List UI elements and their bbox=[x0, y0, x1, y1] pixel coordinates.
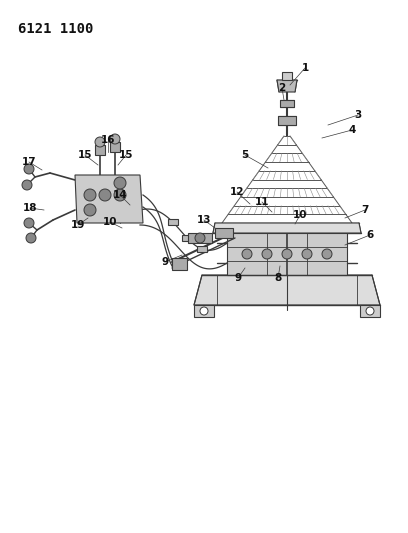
Text: 11: 11 bbox=[255, 197, 269, 207]
Circle shape bbox=[22, 180, 32, 190]
Bar bbox=[360, 305, 380, 317]
Polygon shape bbox=[213, 223, 361, 233]
Text: 4: 4 bbox=[348, 125, 356, 135]
Text: 10: 10 bbox=[103, 217, 117, 227]
Text: 8: 8 bbox=[274, 273, 282, 283]
Circle shape bbox=[302, 249, 312, 259]
Bar bbox=[215, 228, 233, 238]
Bar bbox=[168, 219, 178, 225]
Circle shape bbox=[84, 189, 96, 201]
Text: 16: 16 bbox=[101, 135, 115, 145]
Circle shape bbox=[95, 137, 105, 147]
Polygon shape bbox=[277, 80, 297, 92]
Circle shape bbox=[200, 307, 208, 315]
Circle shape bbox=[282, 249, 292, 259]
Text: 15: 15 bbox=[78, 150, 92, 160]
Circle shape bbox=[114, 177, 126, 189]
Bar bbox=[172, 258, 187, 270]
Circle shape bbox=[195, 233, 205, 243]
Circle shape bbox=[99, 189, 111, 201]
Text: 9: 9 bbox=[162, 257, 169, 267]
Bar bbox=[197, 246, 207, 252]
Polygon shape bbox=[75, 175, 143, 223]
Circle shape bbox=[242, 249, 252, 259]
Text: 15: 15 bbox=[119, 150, 133, 160]
Text: 3: 3 bbox=[355, 110, 361, 120]
Circle shape bbox=[110, 134, 120, 144]
Circle shape bbox=[24, 164, 34, 174]
Text: 2: 2 bbox=[278, 83, 286, 93]
Circle shape bbox=[366, 307, 374, 315]
Text: 13: 13 bbox=[197, 215, 211, 225]
Circle shape bbox=[262, 249, 272, 259]
Circle shape bbox=[322, 249, 332, 259]
Bar bbox=[227, 233, 347, 275]
Text: 5: 5 bbox=[242, 150, 248, 160]
Bar bbox=[110, 142, 120, 152]
Text: 10: 10 bbox=[293, 210, 307, 220]
Text: 7: 7 bbox=[361, 205, 369, 215]
Text: 19: 19 bbox=[71, 220, 85, 230]
Bar bbox=[282, 72, 292, 80]
Polygon shape bbox=[194, 275, 380, 305]
Bar bbox=[280, 100, 294, 107]
Text: 14: 14 bbox=[113, 190, 127, 200]
Text: 17: 17 bbox=[22, 157, 36, 167]
Bar bbox=[194, 305, 214, 317]
Bar bbox=[182, 235, 192, 241]
Bar bbox=[188, 233, 212, 243]
Text: 6: 6 bbox=[366, 230, 374, 240]
Circle shape bbox=[84, 204, 96, 216]
Circle shape bbox=[114, 189, 126, 201]
Text: 6121 1100: 6121 1100 bbox=[18, 22, 93, 36]
Bar bbox=[95, 145, 105, 155]
Text: 12: 12 bbox=[230, 187, 244, 197]
Circle shape bbox=[26, 233, 36, 243]
Circle shape bbox=[24, 218, 34, 228]
Bar bbox=[278, 116, 296, 125]
Text: 1: 1 bbox=[302, 63, 308, 73]
Text: 9: 9 bbox=[235, 273, 242, 283]
Text: 18: 18 bbox=[23, 203, 37, 213]
